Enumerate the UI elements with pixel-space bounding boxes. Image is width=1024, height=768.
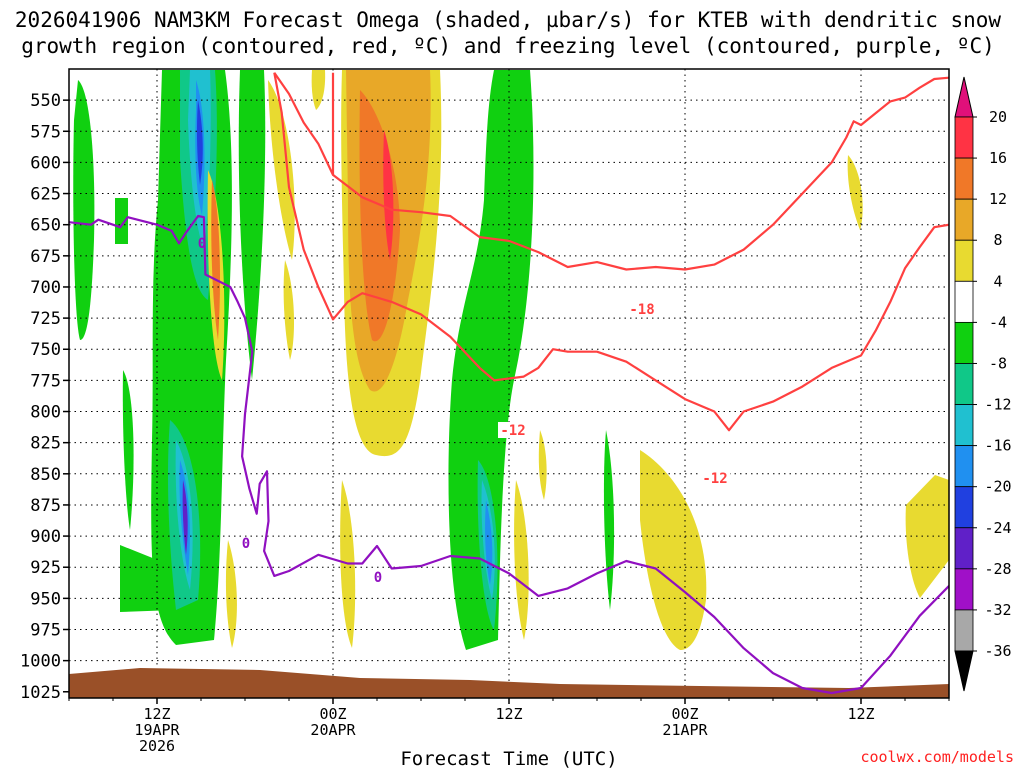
x-tick-label: 12Z — [143, 705, 170, 723]
contour-line — [332, 76, 949, 271]
colorbar-label: -36 — [984, 642, 1011, 660]
contour-label-minus18: -18 — [629, 302, 654, 318]
y-tick-label: 800 — [30, 403, 61, 423]
colorbar-label: 4 — [993, 272, 1002, 290]
x-tick-label: 20APR — [310, 721, 356, 739]
colorbar-swatch — [954, 527, 974, 570]
chart-title-line1: 2026041906 NAM3KM Forecast Omega (shaded… — [15, 8, 1002, 32]
colorbar-label: -24 — [984, 519, 1011, 537]
colorbar-swatch — [954, 609, 974, 652]
y-tick-label: 550 — [30, 91, 61, 111]
y-tick-label: 600 — [30, 153, 61, 173]
y-tick-label: 950 — [30, 589, 61, 609]
colorbar-label: -4 — [989, 313, 1007, 331]
colorbar-label: -16 — [984, 437, 1011, 455]
colorbar-swatch — [954, 198, 974, 241]
x-tick-label: 00Z — [319, 705, 346, 723]
contour-label-zero-b: 0 — [242, 536, 250, 552]
colorbar-swatch — [954, 568, 974, 611]
credit-text: coolwx.com/models — [860, 748, 1014, 766]
y-tick-label: 775 — [30, 371, 61, 391]
y-tick-label: 750 — [30, 340, 61, 360]
contour-labels: -18 -12 -12 0 0 0 — [198, 236, 730, 586]
colorbar-label: -12 — [984, 396, 1011, 414]
y-axis: 550 575 600 625 650 675 700 725 750 775 800 825 850 8… — [20, 91, 69, 703]
y-tick-label: 900 — [30, 527, 61, 547]
contour-label-minus12-a: -12 — [500, 423, 525, 439]
colorbar-swatch — [954, 157, 974, 200]
y-tick-label: 1025 — [20, 683, 61, 703]
colorbar-swatch — [954, 404, 974, 447]
colorbar-swatch — [954, 445, 974, 488]
x-tick-label: 19APR — [134, 721, 180, 739]
y-tick-label: 575 — [30, 122, 61, 142]
contour-lines — [69, 72, 949, 695]
terrain — [69, 668, 949, 698]
omega-shading — [73, 70, 949, 650]
y-tick-label: 725 — [30, 309, 61, 329]
x-tick-label: 12Z — [847, 705, 874, 723]
y-tick-label: 875 — [30, 496, 61, 516]
colorbar-label: -32 — [984, 601, 1011, 619]
colorbar-top-arrow — [954, 76, 974, 118]
y-tick-label: 675 — [30, 247, 61, 267]
colorbar-swatch — [954, 486, 974, 529]
colorbar-label: 20 — [989, 108, 1007, 126]
colorbar-label: -20 — [984, 478, 1011, 496]
colorbar-swatch — [954, 321, 974, 364]
contour-line — [273, 72, 335, 176]
colorbar-swatch — [954, 239, 974, 282]
x-tick-label: 21APR — [662, 721, 708, 739]
y-tick-label: 850 — [30, 465, 61, 485]
colorbar-label: -28 — [984, 560, 1011, 578]
contour-label-zero-c: 0 — [374, 570, 382, 586]
x-tick-label: 2026 — [139, 737, 175, 755]
y-tick-label: 975 — [30, 620, 61, 640]
y-tick-label: 700 — [30, 278, 61, 298]
x-tick-label: 00Z — [671, 705, 698, 723]
gridlines — [69, 69, 949, 698]
x-axis-title: Forecast Time (UTC) — [400, 748, 617, 768]
y-tick-label: 650 — [30, 216, 61, 236]
contour-label-zero-a: 0 — [198, 236, 206, 252]
y-tick-label: 625 — [30, 185, 61, 205]
y-tick-label: 925 — [30, 558, 61, 578]
colorbar-label: 8 — [993, 231, 1002, 249]
colorbar-swatch — [954, 116, 974, 159]
colorbar-swatch — [954, 280, 974, 323]
x-tick-label: 12Z — [495, 705, 522, 723]
contour-line — [273, 72, 949, 432]
y-tick-label: 1000 — [20, 652, 61, 672]
colorbar-label: -8 — [989, 354, 1007, 372]
colorbar-label: 16 — [989, 149, 1007, 167]
contour-line — [69, 214, 949, 695]
chart-title-line2: growth region (contoured, red, ºC) and f… — [21, 34, 995, 58]
colorbar-bottom-arrow — [954, 650, 974, 692]
colorbar: 20 16 12 8 4 -4 -8 -12 -16 -20 -24 -28 -32 -36 — [954, 76, 1012, 692]
colorbar-swatch — [954, 363, 974, 405]
colorbar-label: 12 — [989, 190, 1007, 208]
y-tick-label: 825 — [30, 434, 61, 454]
contour-label-minus12-b: -12 — [702, 471, 727, 487]
